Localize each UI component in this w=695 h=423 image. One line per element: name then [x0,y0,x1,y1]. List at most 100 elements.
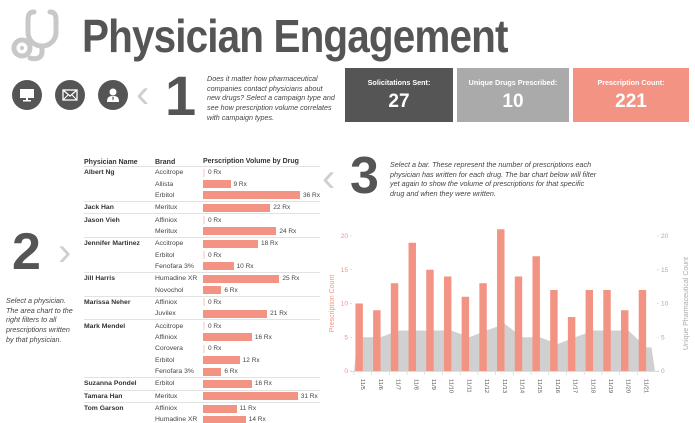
x-tick-label: 11/15 [536,379,542,393]
table-row[interactable]: Erbitol 12 Rx [84,355,320,366]
volume-bar[interactable] [203,392,298,401]
table-row[interactable]: Jason Vieh Affiniox 0 Rx [84,214,320,225]
volume-bar[interactable] [203,168,205,177]
volume-bar[interactable] [203,216,205,225]
physician-name[interactable]: Tom Garson [84,405,124,413]
physician-name[interactable]: Marissa Neher [84,298,131,306]
volume-bar-cell[interactable]: 16 Rx [203,333,320,342]
volume-bar[interactable] [203,262,234,271]
table-row[interactable]: Erbitol 0 Rx [84,249,320,260]
campaign-rep-visit-button[interactable] [98,80,128,110]
volume-bar-cell[interactable]: 6 Rx [203,286,320,295]
table-row[interactable]: Allista 9 Rx [84,178,320,189]
volume-bar[interactable] [203,203,271,212]
table-row[interactable]: Juvilex 21 Rx [84,308,320,319]
volume-bar-cell[interactable]: 9 Rx [203,180,320,189]
table-row[interactable]: Tom Garson Affiniox 11 Rx [84,403,320,414]
prescription-bar[interactable] [585,290,594,371]
volume-bar-cell[interactable]: 6 Rx [203,367,320,376]
volume-bar-cell[interactable]: 16 Rx [203,379,320,388]
prescription-bar[interactable] [390,283,399,371]
volume-bar-cell[interactable]: 21 Rx [203,309,320,318]
table-row[interactable]: Tamara Han Meritux 31 Rx [84,391,320,402]
volume-bar-cell[interactable]: 25 Rx [203,274,320,283]
table-row[interactable]: Suzanna Pondel Erbitol 16 Rx [84,378,320,389]
volume-bar-cell[interactable]: 0 Rx [203,216,320,225]
prescription-bar[interactable] [532,256,540,371]
prescription-bar[interactable] [514,276,523,372]
table-row[interactable]: Meritux 24 Rx [84,226,320,237]
physician-name[interactable]: Mark Mendel [84,322,126,330]
volume-bar[interactable] [203,356,240,365]
table-row[interactable]: Albert Ng Accitrope 0 Rx [84,167,320,178]
volume-bar-cell[interactable]: 14 Rx [203,415,320,423]
brand-name: Affiniox [155,333,178,341]
prescription-bar[interactable] [443,276,452,372]
volume-label: 22 Rx [273,204,291,212]
prescription-bar[interactable] [550,290,558,371]
volume-bar-cell[interactable]: 0 Rx [203,298,320,307]
volume-bar[interactable] [203,274,280,283]
volume-bar-cell[interactable]: 11 Rx [203,404,320,413]
volume-bar[interactable] [203,404,237,413]
prescription-bar[interactable] [479,283,487,371]
prescription-bar[interactable] [461,296,470,371]
table-row[interactable]: Erbitol 36 Rx [84,190,320,201]
volume-bar-cell[interactable]: 0 Rx [203,344,320,353]
volume-bar-cell[interactable]: 18 Rx [203,239,320,248]
physician-name[interactable]: Jill Harris [84,275,115,283]
table-row[interactable]: Mark Mendel Accitrope 0 Rx [84,320,320,331]
volume-bar[interactable] [203,286,222,295]
table-row[interactable]: Fenofara 3% 10 Rx [84,261,320,272]
volume-bar[interactable] [203,333,252,342]
volume-bar-cell[interactable]: 0 Rx [203,322,320,331]
volume-bar-cell[interactable]: 36 Rx [203,191,320,200]
volume-bar[interactable] [203,415,246,423]
volume-bar-cell[interactable]: 10 Rx [203,262,320,271]
volume-bar[interactable] [203,227,277,236]
prescription-bar[interactable] [621,310,629,371]
volume-bar-cell[interactable]: 24 Rx [203,227,320,236]
physician-name[interactable]: Jack Han [84,204,114,212]
table-row[interactable]: Corovera 0 Rx [84,343,320,354]
volume-bar[interactable] [203,379,252,388]
prescription-bar[interactable] [567,317,576,371]
volume-bar[interactable] [203,251,205,260]
table-row[interactable]: Humadine XR 14 Rx [84,414,320,423]
volume-bar-cell[interactable]: 0 Rx [203,168,320,177]
volume-bar[interactable] [203,180,231,189]
prescription-bar[interactable] [638,290,647,371]
volume-bar-cell[interactable]: 31 Rx [203,392,320,401]
volume-bar[interactable] [203,239,258,248]
y-tick-label: 15 [341,267,349,274]
volume-bar-cell[interactable]: 0 Rx [203,251,320,260]
prescription-bar[interactable] [373,310,381,371]
volume-bar[interactable] [203,322,205,331]
table-row[interactable]: Jill Harris Humadine XR 25 Rx [84,273,320,284]
physician-name[interactable]: Jason Vieh [84,216,120,224]
volume-bar[interactable] [203,367,222,376]
prescription-bar[interactable] [408,242,416,371]
prescription-bar[interactable] [497,229,505,371]
table-row[interactable]: Jennifer Martinez Accitrope 18 Rx [84,238,320,249]
table-row[interactable]: Marissa Neher Affiniox 0 Rx [84,297,320,308]
volume-bar[interactable] [203,298,205,307]
physician-name[interactable]: Jennifer Martinez [84,240,140,248]
volume-bar[interactable] [203,191,301,200]
table-row[interactable]: Novochol 6 Rx [84,284,320,295]
volume-bar[interactable] [203,344,205,353]
volume-bar[interactable] [203,309,268,318]
physician-name[interactable]: Suzanna Pondel [84,380,137,388]
campaign-web-button[interactable] [12,80,42,110]
campaign-email-button[interactable] [55,80,85,110]
prescription-bar[interactable] [603,290,611,371]
table-row[interactable]: Affiniox 16 Rx [84,332,320,343]
table-row[interactable]: Jack Han Meritux 22 Rx [84,202,320,213]
prescription-bar[interactable] [355,303,363,372]
physician-name[interactable]: Albert Ng [84,169,115,177]
physician-name[interactable]: Tamara Han [84,392,123,400]
volume-bar-cell[interactable]: 22 Rx [203,203,320,212]
table-row[interactable]: Fenofara 3% 6 Rx [84,366,320,377]
volume-bar-cell[interactable]: 12 Rx [203,356,320,365]
prescription-bar[interactable] [426,269,434,371]
